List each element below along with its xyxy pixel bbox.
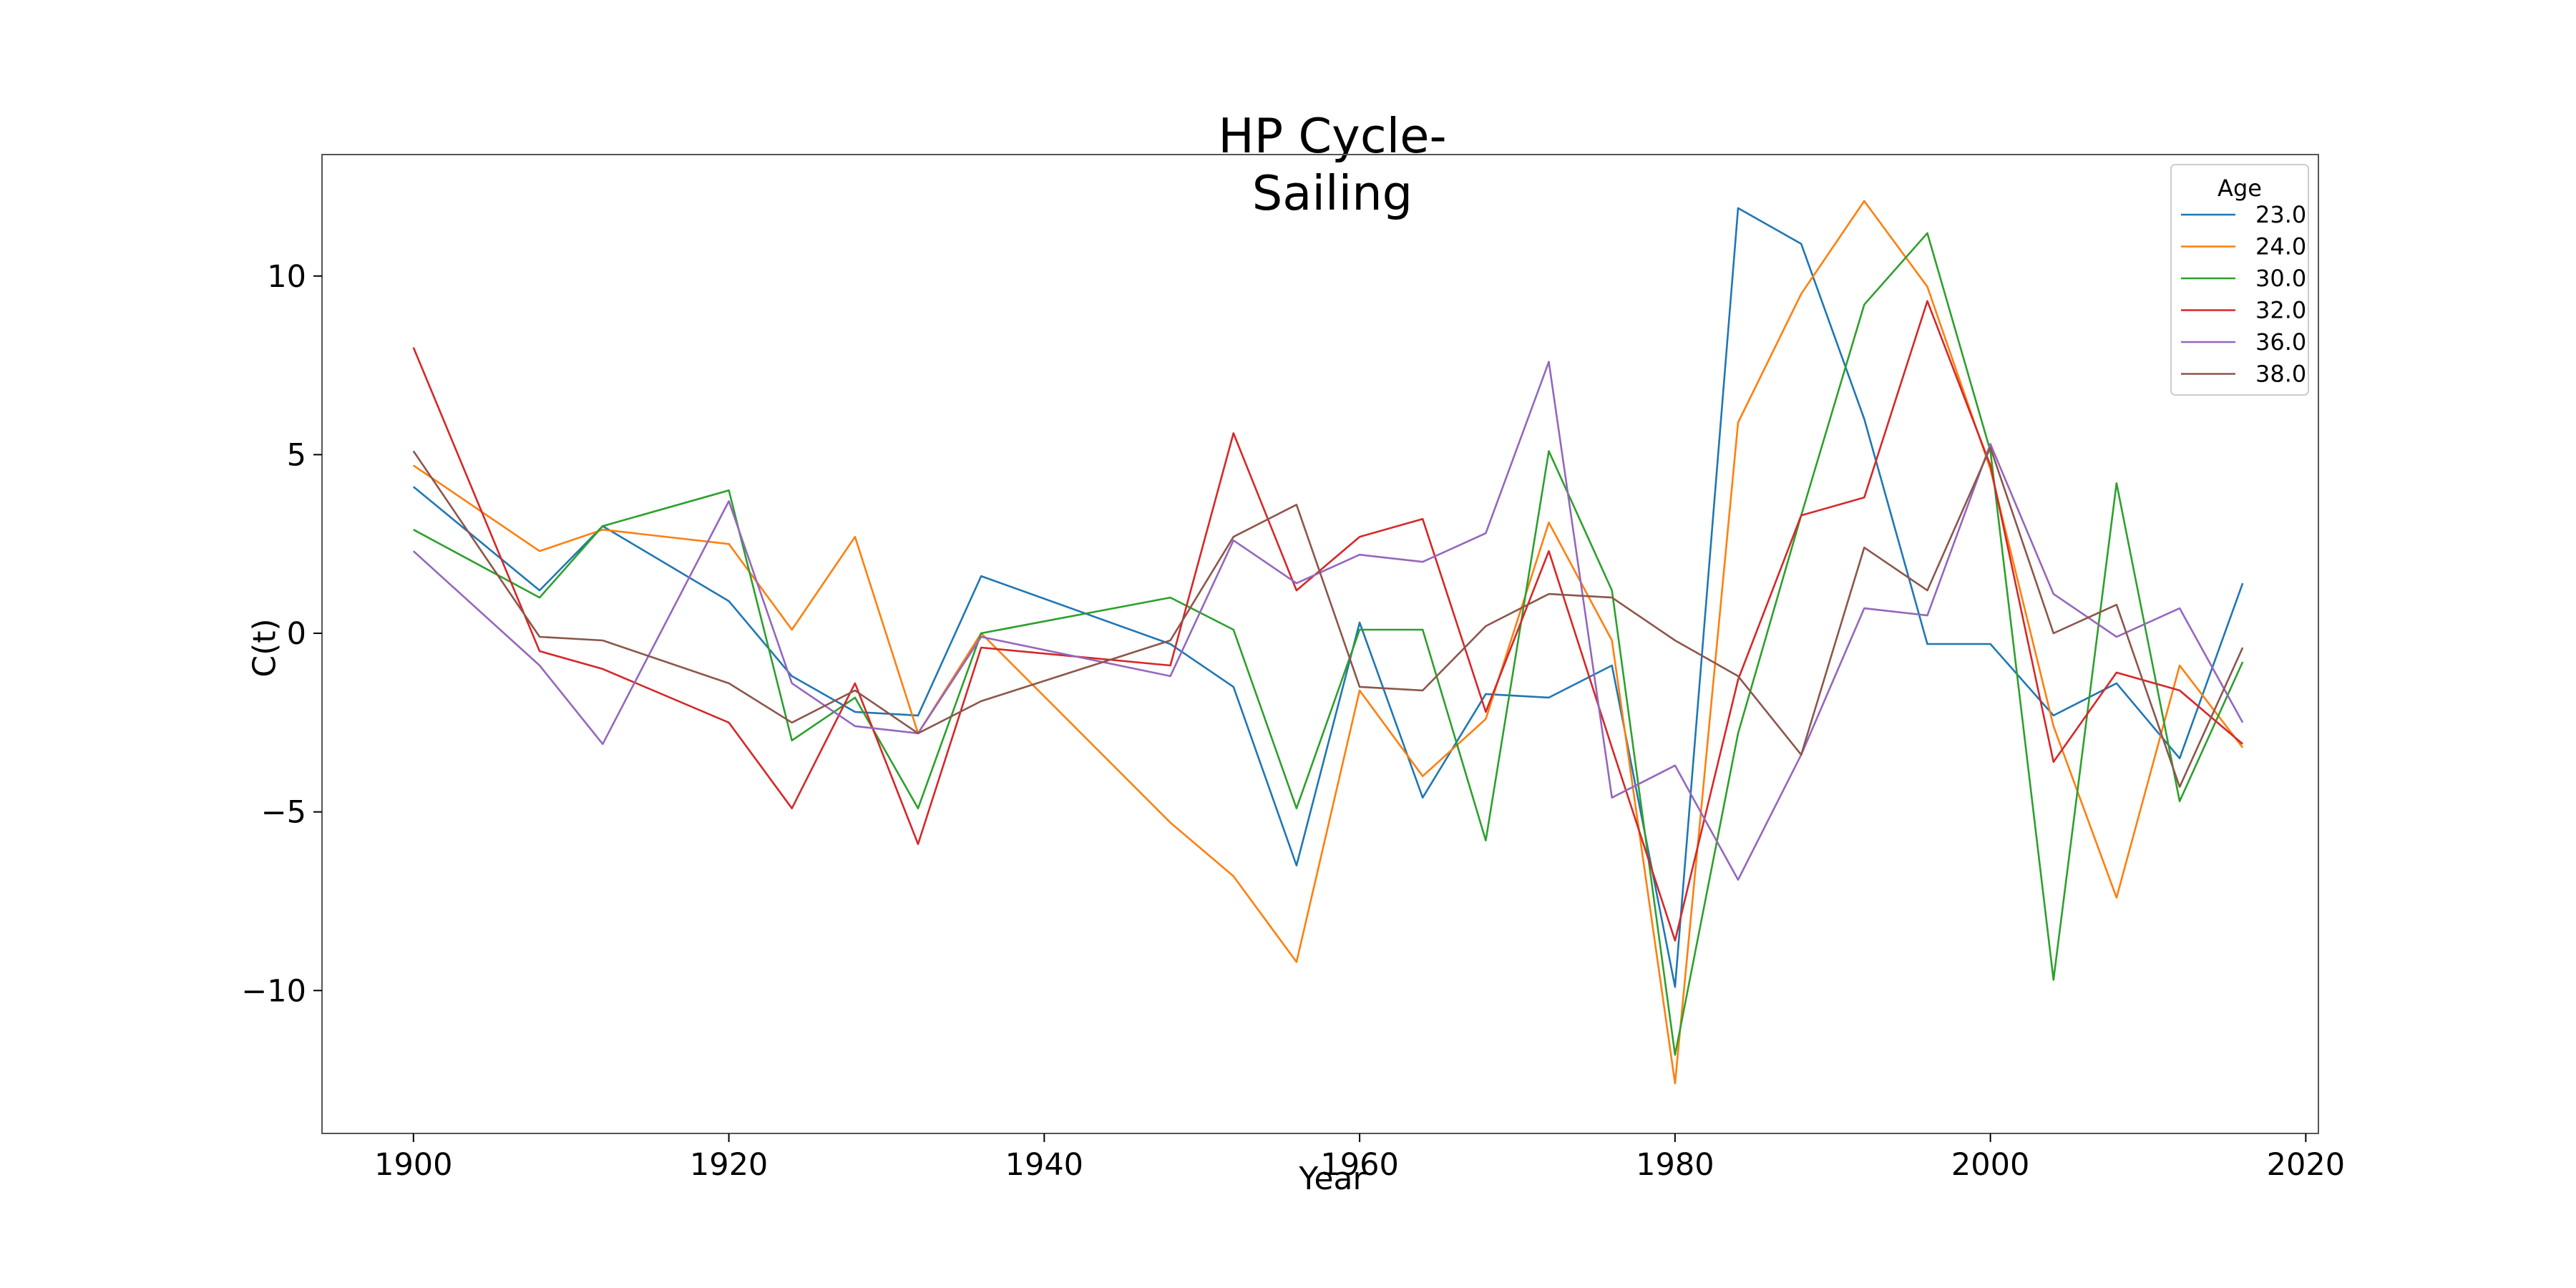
series-line-30-0 — [413, 232, 2244, 1056]
legend-entry-label: 38.0 — [2255, 361, 2306, 388]
legend-entry-label: 23.0 — [2255, 201, 2306, 228]
plot-frame — [321, 154, 2319, 1134]
x-tick-label: 2020 — [2267, 1147, 2345, 1183]
legend-title: Age — [2218, 175, 2262, 202]
series-line-32-0 — [412, 300, 2244, 942]
y-tick-label: −5 — [261, 795, 306, 831]
legend-entry-label: 32.0 — [2255, 297, 2306, 324]
x-tick-label: 1940 — [1005, 1147, 1083, 1183]
x-tick-label: 1960 — [1320, 1147, 1398, 1183]
y-tick-label: 10 — [267, 259, 306, 295]
y-ticks: 10 5 0 −5 −10 — [241, 259, 322, 1009]
series-line-36-0 — [412, 361, 2244, 881]
legend-entry-label: 30.0 — [2255, 265, 2306, 292]
legend-box — [2170, 164, 2309, 396]
x-ticks: 1900 1920 1940 1960 1980 2000 2020 — [374, 1133, 2345, 1183]
x-tick-label: 1900 — [374, 1147, 452, 1183]
x-tick-label: 1980 — [1636, 1147, 1714, 1183]
x-axis-label: Year — [1299, 1161, 1366, 1197]
series-line-23-0 — [412, 207, 2244, 988]
x-tick-label: 1920 — [690, 1147, 768, 1183]
x-tick-label: 2000 — [1951, 1147, 2029, 1183]
legend-entry-label: 24.0 — [2255, 233, 2306, 260]
legend-entry-label: 36.0 — [2255, 328, 2306, 356]
series-layer — [412, 200, 2244, 1085]
y-tick-label: 0 — [287, 616, 306, 652]
series-line-24-0 — [413, 200, 2244, 1085]
y-tick-label: −10 — [241, 973, 306, 1009]
y-tick-label: 5 — [287, 437, 306, 473]
series-line-38-0 — [412, 447, 2244, 788]
